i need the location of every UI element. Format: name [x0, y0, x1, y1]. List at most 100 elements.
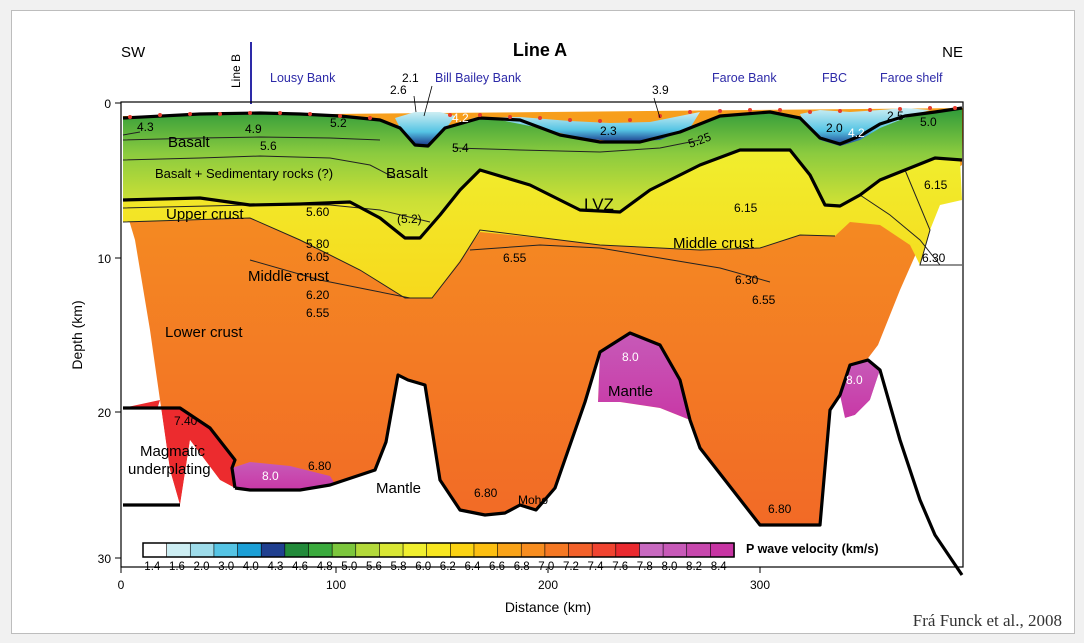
vel-6-30b: 6.30 — [735, 273, 759, 287]
colorbar-label: 6.2 — [440, 561, 456, 573]
y-axis-label: Depth (km) — [69, 300, 85, 369]
colorbar-swatch — [686, 542, 712, 558]
direction-sw: SW — [121, 44, 146, 61]
colorbar-label: 5.0 — [341, 561, 357, 573]
colorbar-label: 7.8 — [637, 561, 653, 573]
colorbar-swatch — [639, 542, 664, 558]
x-tick-200: 200 — [538, 578, 558, 592]
colorbar-label: 7.4 — [588, 561, 605, 573]
colorbar-swatch — [615, 542, 641, 558]
colorbar-label: 7.2 — [563, 561, 579, 573]
vel-4-3: 4.3 — [137, 120, 154, 134]
x-tick-0: 0 — [118, 578, 125, 592]
place-lousy-bank: Lousy Bank — [270, 71, 336, 85]
colorbar-swatch — [568, 542, 593, 558]
colorbar-label: 7.0 — [538, 561, 554, 573]
label-upper-crust: Upper crust — [166, 206, 244, 223]
colorbar-swatch — [260, 542, 286, 558]
label-middle-crust-left: Middle crust — [248, 268, 330, 285]
colorbar-swatch — [237, 542, 262, 558]
vel-4-2a: 4.2 — [452, 111, 469, 125]
mantle-body-left — [232, 462, 335, 490]
place-faroe-shelf: Faroe shelf — [880, 71, 943, 85]
x-tick-300: 300 — [750, 578, 770, 592]
colorbar-label: 2.0 — [194, 561, 210, 573]
vel-2-5: 2.5 — [887, 109, 904, 123]
vel-6-15b: 6.15 — [734, 201, 758, 215]
water-region-bill-bailey — [395, 112, 455, 145]
x-axis-label: Distance (km) — [505, 599, 591, 615]
colorbar-swatch — [213, 542, 239, 558]
vel-5-4: 5.4 — [452, 141, 469, 155]
colorbar-label: 1.6 — [169, 561, 185, 573]
vel-4-9: 4.9 — [245, 122, 262, 136]
label-mantle-2: Mantle — [608, 383, 653, 400]
place-fbc: FBC — [822, 71, 847, 85]
vel-7-40: 7.40 — [174, 414, 198, 428]
colorbar-swatch — [497, 542, 522, 558]
colorbar-swatch — [331, 542, 357, 558]
label-magmatic: Magmatic — [140, 443, 206, 460]
vel-6-05: 6.05 — [306, 250, 330, 264]
chart-title: Line A — [513, 40, 567, 60]
label-basalt-1: Basalt — [168, 134, 211, 151]
vel-6-55b: 6.55 — [752, 293, 776, 307]
vel-6-80a: 6.80 — [308, 459, 332, 473]
thick-interfaces — [122, 106, 964, 576]
colorbar-swatch — [544, 542, 570, 558]
colorbar-swatch — [142, 542, 168, 558]
credit-text: Frá Funck et al., 2008 — [912, 611, 1062, 630]
y-tick-20: 20 — [98, 406, 112, 420]
vel-2-6: 2.6 — [390, 83, 407, 97]
label-middle-crust-right: Middle crust — [673, 235, 755, 252]
place-faroe-bank: Faroe Bank — [712, 71, 777, 85]
colorbar-title: P wave velocity (km/s) — [746, 542, 878, 556]
label-mantle-1: Mantle — [376, 480, 421, 497]
colorbar-swatch — [591, 542, 617, 558]
vel-6-55c: 6.55 — [306, 306, 330, 320]
vel-8-0a: 8.0 — [622, 350, 639, 364]
colorbar-label: 4.8 — [317, 561, 333, 573]
vel-5-0: 5.0 — [920, 115, 937, 129]
water-region-central — [470, 112, 700, 142]
label-lower-crust: Lower crust — [165, 324, 243, 341]
label-basalt-2: Basalt — [386, 165, 429, 182]
vel-2-1: 2.1 — [402, 71, 419, 85]
colorbar-label: 6.4 — [464, 561, 481, 573]
underplating-box-interior — [123, 400, 180, 505]
upper-crust-region — [123, 150, 962, 298]
vel-6-15a: 6.15 — [924, 178, 948, 192]
colorbar-swatch — [284, 542, 310, 558]
colorbar-swatch — [189, 542, 215, 558]
x-tick-100: 100 — [326, 578, 346, 592]
colorbar-label: 3.0 — [218, 561, 234, 573]
colorbar-swatch — [308, 542, 333, 558]
vel-6-80b: 6.80 — [474, 486, 498, 500]
vel-5-60: 5.60 — [306, 205, 330, 219]
basalt-region — [123, 108, 962, 238]
label-moho: Moho — [518, 493, 548, 507]
colorbar-swatch — [473, 542, 499, 558]
vel-6-55a: 6.55 — [503, 251, 527, 265]
y-tick-30: 30 — [98, 552, 112, 566]
surface-stations — [128, 106, 957, 123]
colorbar-swatch — [710, 542, 735, 558]
vel-8-0b: 8.0 — [846, 373, 863, 387]
mantle-body-center — [598, 333, 690, 420]
colorbar-label: 4.6 — [292, 561, 308, 573]
colorbar-label: 6.8 — [514, 561, 530, 573]
label-underplating: underplating — [128, 461, 211, 478]
vel-6-80c: 6.80 — [768, 502, 792, 516]
colorbar-swatch — [402, 542, 428, 558]
thin-interfaces — [122, 131, 962, 299]
plot-frame — [120, 101, 964, 568]
y-tick-10: 10 — [98, 252, 112, 266]
colorbar-label: 6.0 — [415, 561, 431, 573]
label-basalt-sed: Basalt + Sedimentary rocks (?) — [155, 166, 333, 181]
vel-3-9: 3.9 — [652, 83, 669, 97]
mantle-white-area — [123, 352, 962, 575]
vel-4-2b: 4.2 — [848, 126, 865, 140]
colorbar-label: 8.2 — [686, 561, 702, 573]
colorbar-label: 1.4 — [144, 561, 161, 573]
colorbar-label: 4.0 — [243, 561, 259, 573]
